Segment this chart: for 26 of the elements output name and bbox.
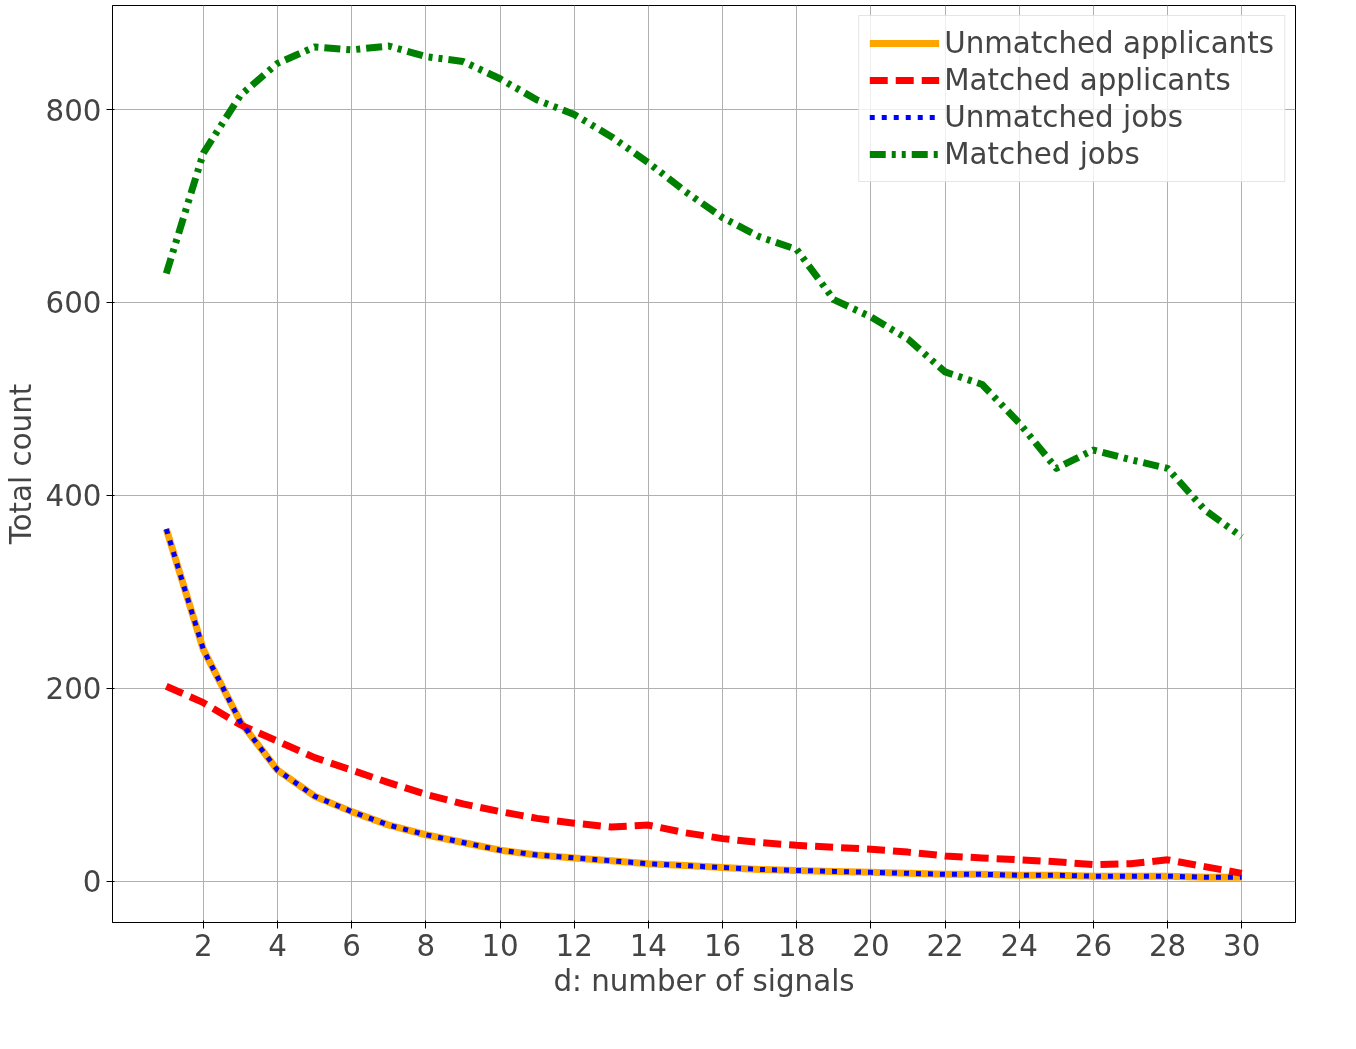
y-tick-label: 400 (45, 479, 102, 514)
x-tick-label: 18 (778, 928, 816, 963)
x-tick-label: 10 (481, 928, 519, 963)
x-tick-label: 12 (555, 928, 593, 963)
y-tick-label: 800 (45, 93, 102, 128)
x-tick-label: 26 (1074, 928, 1113, 963)
y-tick-label: 0 (82, 865, 102, 900)
y-axis-title: Total count (3, 383, 38, 546)
x-tick-label: 14 (629, 928, 668, 963)
x-tick-label: 16 (703, 928, 742, 963)
x-tick-label: 8 (416, 928, 436, 963)
x-tick-label: 24 (1000, 928, 1038, 963)
x-tick-label: 20 (852, 928, 890, 963)
legend-label: Unmatched applicants (944, 26, 1274, 60)
legend-label: Matched applicants (944, 63, 1231, 97)
x-tick-label: 4 (268, 928, 287, 963)
y-tick-label: 600 (45, 286, 102, 321)
y-tick-label: 200 (45, 672, 102, 707)
x-tick-label: 30 (1223, 928, 1261, 963)
x-tick-label: 22 (926, 928, 964, 963)
x-tick-label: 6 (342, 928, 362, 963)
legend-label: Matched jobs (944, 137, 1140, 171)
x-tick-label: 2 (194, 928, 213, 963)
x-tick-label: 28 (1148, 928, 1187, 963)
legend-label: Unmatched jobs (944, 100, 1184, 134)
x-axis-title: d: number of signals (553, 963, 855, 998)
